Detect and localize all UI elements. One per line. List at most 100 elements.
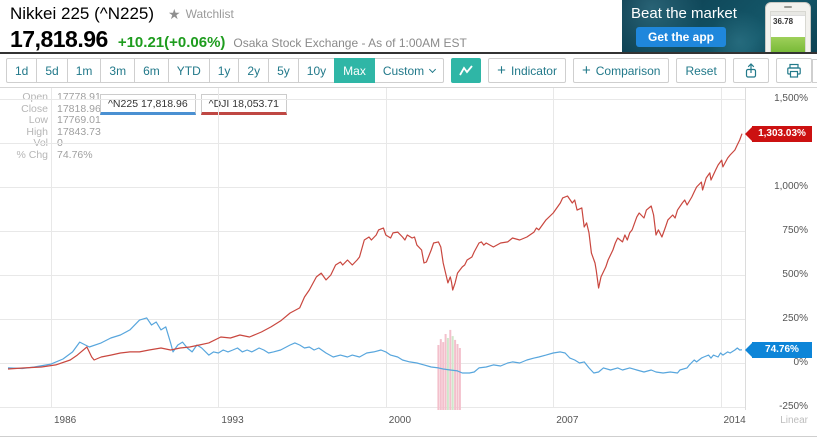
- range-button-ytd[interactable]: YTD: [167, 58, 210, 83]
- price-lines-svg: [7, 133, 743, 410]
- page-title: Nikkei 225 (^N225): [10, 4, 155, 23]
- range-button-5d[interactable]: 5d: [36, 58, 68, 83]
- scale-toggle-linear[interactable]: Linear: [780, 415, 808, 426]
- h-gridline: [0, 231, 745, 232]
- range-button-1m[interactable]: 1m: [66, 58, 102, 83]
- header-divider: [0, 52, 817, 54]
- exchange-info: Osaka Stock Exchange - As of 1:00AM EST: [233, 36, 467, 50]
- comparison-label: Comparison: [595, 63, 661, 78]
- volume-bar: [437, 345, 440, 410]
- quote-header: Nikkei 225 (^N225) ★ Watchlist 17,818.96…: [0, 0, 622, 52]
- quote-row: % Chg 74.76%: [6, 148, 101, 162]
- series-line-n225: [7, 317, 743, 374]
- quote-row: Open 17778.91: [6, 91, 101, 104]
- quote-value: 17778.91: [57, 91, 101, 103]
- last-value-badge-dji: 1,303.03%: [745, 125, 812, 142]
- quote-label: Low: [28, 114, 48, 126]
- y-axis-label: 1,500%: [774, 93, 808, 104]
- print-button[interactable]: [775, 58, 812, 83]
- go-to-symbol-input[interactable]: [812, 63, 817, 78]
- range-button-max[interactable]: Max: [334, 58, 375, 83]
- chart-toolbar: 1d 5d 1m 3m 6m YTD 1y 2y 5y 10y Max Custom + Indica…: [0, 54, 817, 88]
- phone-mini-chart: [771, 37, 805, 52]
- chevron-down-icon: [429, 65, 437, 73]
- y-axis-label: 500%: [782, 269, 808, 280]
- quote-label: Open: [22, 91, 48, 103]
- v-gridline: [51, 88, 52, 407]
- h-gridline: [0, 407, 745, 408]
- quote-value: 17769.01: [57, 114, 101, 126]
- go-to-symbol-box: →: [811, 58, 817, 83]
- volume-bar: [451, 336, 454, 410]
- x-axis-label: 1986: [54, 415, 77, 426]
- plus-icon: +: [497, 62, 506, 79]
- phone-speaker: [784, 6, 792, 8]
- y-axis-label: -250%: [779, 401, 808, 412]
- ad-banner[interactable]: Beat the market Get the app 36.78: [622, 0, 817, 52]
- range-button-1d[interactable]: 1d: [6, 58, 38, 83]
- range-button-6m[interactable]: 6m: [134, 58, 169, 83]
- h-gridline: [0, 363, 745, 364]
- ad-headline: Beat the market: [631, 5, 737, 22]
- range-button-5y[interactable]: 5y: [268, 58, 299, 83]
- x-axis-label: 1993: [221, 415, 244, 426]
- phone-topbar: [771, 12, 805, 16]
- y-axis-label: 250%: [782, 313, 808, 324]
- range-button-1y[interactable]: 1y: [208, 58, 240, 83]
- indicator-label: Indicator: [510, 63, 557, 78]
- volume-bar: [454, 339, 457, 410]
- range-button-10y[interactable]: 10y: [297, 58, 336, 83]
- phone-screen: 36.78: [770, 11, 806, 52]
- quote-row: Low 17769.01: [6, 114, 101, 127]
- v-gridline: [720, 88, 722, 407]
- add-indicator-button[interactable]: + Indicator: [488, 58, 566, 83]
- chart-area: Open 17778.91 Close 17818.96 Low 17769.01 High…: [0, 88, 817, 436]
- last-value-badge-n225: 74.76%: [745, 341, 812, 358]
- add-comparison-button[interactable]: + Comparison: [572, 58, 670, 83]
- h-gridline: [0, 275, 745, 276]
- x-axis-label: 2014: [723, 415, 746, 426]
- phone-mockup: 36.78: [765, 2, 811, 52]
- range-button-group: 1d 5d 1m 3m 6m YTD 1y 2y 5y 10y Max Custom: [6, 58, 445, 83]
- custom-range-button[interactable]: Custom: [373, 58, 445, 83]
- get-the-app-button[interactable]: Get the app: [636, 27, 727, 47]
- volume-bar: [446, 338, 449, 410]
- x-axis-label: 2007: [556, 415, 579, 426]
- v-gridline: [553, 88, 555, 407]
- series-tabs: ^N225 17,818.96 ^DJI 18,053.71: [100, 94, 287, 115]
- v-gridline: [385, 88, 387, 407]
- volume-bar: [439, 339, 442, 410]
- h-gridline: [0, 187, 745, 188]
- quote-value: 17843.73: [57, 125, 101, 138]
- volume-bar: [442, 342, 445, 410]
- range-button-3m[interactable]: 3m: [100, 58, 136, 83]
- series-line-dji: [7, 133, 743, 370]
- axis-separator: [745, 88, 746, 410]
- quote-value: 17818.96: [57, 102, 101, 115]
- print-icon: [786, 63, 801, 78]
- share-button[interactable]: [732, 58, 769, 83]
- reset-button[interactable]: Reset: [676, 58, 726, 83]
- quote-label: % Chg: [16, 148, 48, 161]
- quote-value: 74.76%: [57, 148, 93, 161]
- line-chart-type-button[interactable]: [451, 58, 482, 83]
- plus-icon: +: [581, 62, 591, 79]
- price-change: +10.21(+0.06%): [117, 34, 226, 51]
- phone-price: 36.78: [773, 17, 794, 26]
- range-button-2y[interactable]: 2y: [238, 58, 270, 83]
- h-gridline: [0, 143, 745, 144]
- quote-label: High: [26, 125, 48, 138]
- custom-label: Custom: [382, 63, 425, 78]
- quote-row: High 17843.73: [6, 125, 101, 139]
- watchlist-star-icon[interactable]: ★: [168, 5, 181, 22]
- volume-bar: [458, 348, 461, 410]
- y-axis-label: 1,000%: [774, 181, 808, 192]
- y-axis-label: 750%: [782, 225, 808, 236]
- watchlist-label[interactable]: Watchlist: [185, 7, 234, 21]
- last-price: 17,818.96: [10, 26, 108, 52]
- volume-bar: [456, 344, 459, 410]
- quote-row: Close 17818.96: [6, 102, 101, 116]
- y-axis-label: 0%: [793, 357, 808, 368]
- line-chart-icon: [459, 64, 473, 75]
